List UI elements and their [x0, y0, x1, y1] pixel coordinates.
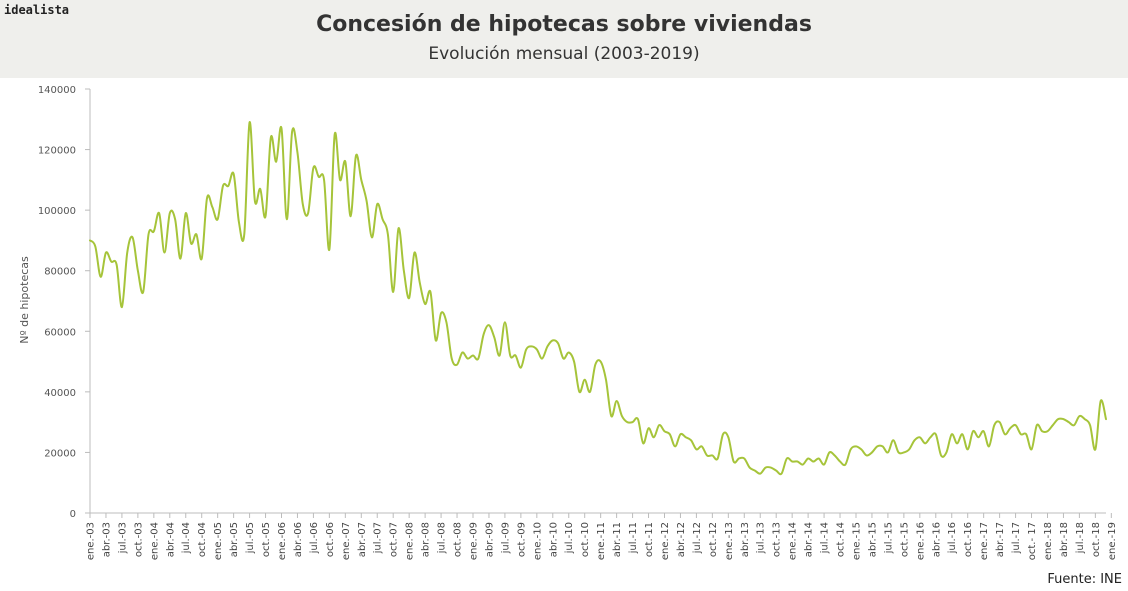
x-tick-label: ene.-06: [277, 522, 288, 560]
x-tick-label: ene.-17: [979, 522, 990, 560]
x-tick-label: abr.-06: [293, 522, 304, 557]
x-tick-label: oct.-05: [261, 522, 272, 557]
x-tick-label: abr.-11: [612, 522, 623, 557]
x-tick-label: jul.-17: [1011, 522, 1022, 554]
x-tick-label: ene.-13: [724, 522, 735, 560]
chart-title: Concesión de hipotecas sobre viviendas: [316, 12, 812, 37]
y-axis-label: Nº de hipotecas: [18, 256, 31, 344]
x-tick-label: oct.- 17: [1027, 522, 1038, 560]
x-tick-label: ene.-12: [660, 522, 671, 560]
x-tick-label: jul.-18: [1075, 522, 1086, 554]
title-banner: idealista Concesión de hipotecas sobre v…: [0, 0, 1128, 78]
x-tick-label: ene.-07: [341, 522, 352, 560]
x-tick-label: abr.-17: [995, 522, 1006, 557]
x-tick-label: oct.-11: [644, 522, 655, 557]
x-tick-label: jul.-10: [564, 522, 575, 554]
x-tick-label: ene.-09: [468, 522, 479, 560]
x-tick-label: ene.-19: [1107, 522, 1118, 560]
x-tick-label: ene.-04: [149, 522, 160, 560]
x-tick-label: jul.-06: [309, 522, 320, 554]
x-tick-label: oct.-15: [899, 522, 910, 557]
source-note: Fuente: INE: [1047, 572, 1122, 587]
x-tick-label: abr.-09: [484, 522, 495, 557]
x-tick-label: jul.-14: [820, 522, 831, 554]
x-tick-label: abr.-05: [229, 522, 240, 557]
x-tick-label: ene.-10: [532, 522, 543, 560]
x-tick-label: abr.-03: [101, 522, 112, 557]
x-tick-label: oct.-13: [772, 522, 783, 557]
x-tick-label: jul.-07: [373, 522, 384, 554]
x-tick-label: oct.-12: [708, 522, 719, 557]
x-tick-label: oct.-18: [1091, 522, 1102, 557]
y-tick-label: 140000: [38, 85, 76, 96]
x-tick-label: abr.-07: [357, 522, 368, 557]
y-tick-label: 0: [70, 509, 76, 520]
x-tick-label: abr.-15: [867, 522, 878, 557]
x-tick-label: ene.-18: [1043, 522, 1054, 560]
x-tick-label: jul.-05: [245, 522, 256, 554]
x-tick-label: ene.-14: [788, 522, 799, 560]
x-tick-label: ene.-03: [86, 522, 97, 560]
y-tick-label: 100000: [38, 206, 76, 217]
x-tick-label: abr.-13: [740, 522, 751, 557]
x-tick-label: abr.-12: [676, 522, 687, 557]
x-tick-label: oct.-06: [325, 522, 336, 557]
brand-logo: idealista: [4, 3, 70, 17]
series-line: [89, 121, 1107, 476]
x-tick-label: ene.-08: [405, 522, 416, 560]
x-tick-label: jul.-11: [628, 522, 639, 554]
x-tick-label: abr.-14: [804, 522, 815, 557]
x-tick-label: abr.-04: [165, 522, 176, 557]
y-tick-label: 120000: [38, 146, 76, 157]
x-tick-label: oct.-08: [453, 522, 464, 557]
y-tick-label: 40000: [44, 388, 76, 399]
x-tick-label: abr.-10: [548, 522, 559, 557]
x-tick-label: abr.-08: [421, 522, 432, 557]
x-tick-label: ene.-05: [213, 522, 224, 560]
x-tick-label: ene.-16: [915, 522, 926, 560]
x-tick-label: jul.-13: [756, 522, 767, 554]
y-tick-label: 20000: [44, 448, 76, 459]
x-tick-label: jul.-09: [500, 522, 511, 554]
x-tick-label: jul.-04: [181, 522, 192, 554]
chart-subtitle: Evolución mensual (2003-2019): [428, 44, 700, 64]
x-tick-label: jul.-03: [117, 522, 128, 554]
x-tick-label: ene.-11: [596, 522, 607, 560]
x-tick-label: oct.-09: [516, 522, 527, 557]
x-tick-label: oct.-04: [197, 522, 208, 557]
x-tick-label: jul.-08: [437, 522, 448, 554]
x-tick-label: oct.-10: [580, 522, 591, 557]
x-tick-label: jul.-16: [947, 522, 958, 554]
x-tick-label: abr.-16: [931, 522, 942, 557]
y-tick-label: 80000: [44, 267, 76, 278]
x-tick-label: oct.-03: [133, 522, 144, 557]
x-tick-label: ene.-15: [851, 522, 862, 560]
y-tick-label: 60000: [44, 327, 76, 338]
x-tick-label: oct.-07: [389, 522, 400, 557]
x-tick-label: oct.-16: [963, 522, 974, 557]
x-tick-label: abr.-18: [1059, 522, 1070, 557]
x-tick-label: jul.-12: [692, 522, 703, 554]
x-tick-label: oct.-14: [836, 522, 847, 557]
x-tick-label: jul.-15: [883, 522, 894, 554]
